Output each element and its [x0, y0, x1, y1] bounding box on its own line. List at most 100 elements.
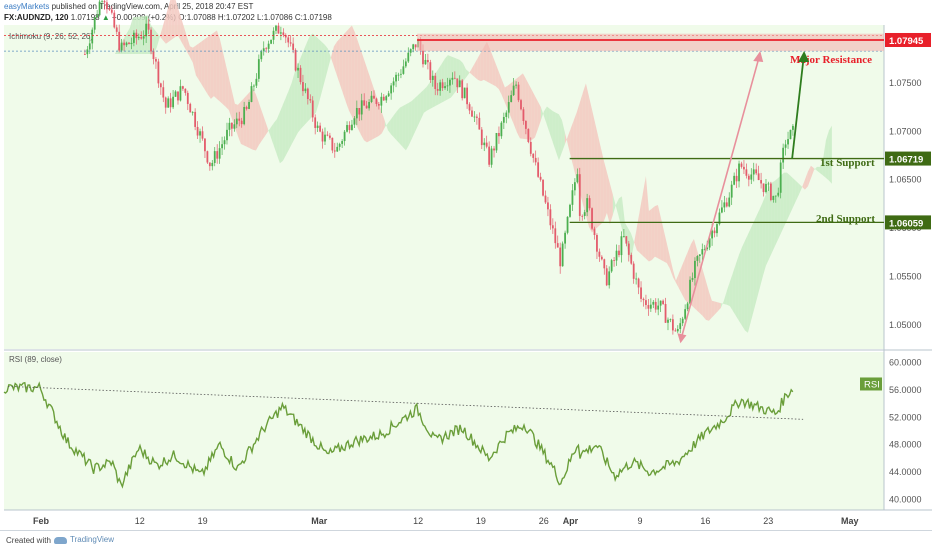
candle-bullish[interactable]	[390, 85, 393, 94]
candle-bullish[interactable]	[211, 162, 214, 167]
candle-bearish[interactable]	[581, 215, 584, 217]
candle-bearish[interactable]	[527, 128, 530, 142]
candle-bearish[interactable]	[471, 110, 473, 117]
candle-bearish[interactable]	[382, 96, 385, 101]
candle-bullish[interactable]	[412, 44, 415, 50]
candle-bullish[interactable]	[782, 147, 785, 163]
candle-bullish[interactable]	[250, 86, 253, 103]
candle-bullish[interactable]	[338, 143, 341, 147]
candle-bearish[interactable]	[422, 50, 424, 65]
candle-bullish[interactable]	[703, 248, 706, 250]
candle-bullish[interactable]	[446, 85, 449, 87]
candle-bullish[interactable]	[262, 48, 265, 52]
candle-bullish[interactable]	[439, 82, 442, 91]
candle-bullish[interactable]	[404, 61, 407, 67]
candle-bearish[interactable]	[662, 300, 664, 304]
candle-bullish[interactable]	[368, 102, 370, 109]
candle-bearish[interactable]	[522, 109, 525, 121]
candle-bullish[interactable]	[792, 125, 794, 130]
candle-bearish[interactable]	[115, 27, 118, 32]
candle-bullish[interactable]	[235, 118, 238, 125]
candle-bullish[interactable]	[730, 184, 733, 198]
candle-bearish[interactable]	[598, 251, 601, 257]
candle-bullish[interactable]	[392, 81, 395, 86]
candle-bearish[interactable]	[436, 89, 439, 91]
candle-bearish[interactable]	[769, 183, 772, 201]
candle-bearish[interactable]	[532, 153, 535, 158]
candle-bullish[interactable]	[774, 195, 777, 197]
candle-bullish[interactable]	[510, 95, 513, 103]
candle-bullish[interactable]	[676, 328, 679, 332]
candle-bearish[interactable]	[128, 42, 130, 45]
candle-bullish[interactable]	[608, 271, 611, 286]
candle-bullish[interactable]	[718, 212, 721, 225]
candle-bearish[interactable]	[277, 25, 280, 34]
tradingview-brand[interactable]: TradingView	[70, 535, 115, 544]
candle-bearish[interactable]	[762, 183, 765, 193]
candle-bearish[interactable]	[630, 254, 633, 264]
candle-bullish[interactable]	[255, 78, 258, 86]
candle-bearish[interactable]	[747, 175, 750, 180]
candle-bearish[interactable]	[524, 120, 527, 129]
candle-bullish[interactable]	[316, 125, 319, 128]
candle-bullish[interactable]	[777, 192, 780, 196]
candle-bearish[interactable]	[468, 104, 471, 111]
candle-bullish[interactable]	[172, 96, 174, 108]
candle-bearish[interactable]	[216, 151, 219, 159]
candle-bearish[interactable]	[309, 99, 312, 101]
candle-bullish[interactable]	[689, 279, 691, 304]
candle-bearish[interactable]	[713, 230, 716, 234]
candle-bullish[interactable]	[679, 323, 682, 329]
candle-bearish[interactable]	[671, 319, 674, 331]
candle-bearish[interactable]	[647, 305, 650, 309]
candle-bearish[interactable]	[152, 51, 155, 60]
candle-bearish[interactable]	[184, 88, 187, 93]
candle-bullish[interactable]	[228, 122, 231, 130]
candle-bullish[interactable]	[351, 124, 353, 130]
candle-bullish[interactable]	[649, 304, 652, 309]
candle-bearish[interactable]	[544, 195, 547, 203]
candle-bearish[interactable]	[757, 173, 760, 181]
candle-bearish[interactable]	[169, 98, 172, 108]
candle-bullish[interactable]	[657, 305, 660, 310]
candle-bullish[interactable]	[505, 112, 508, 117]
candle-bullish[interactable]	[767, 183, 770, 185]
candle-bearish[interactable]	[664, 303, 667, 323]
candle-bullish[interactable]	[483, 142, 486, 146]
candle-bearish[interactable]	[740, 163, 743, 167]
candle-bullish[interactable]	[787, 139, 789, 145]
candle-bearish[interactable]	[377, 104, 380, 106]
candle-bullish[interactable]	[385, 96, 388, 101]
candle-bullish[interactable]	[275, 25, 277, 31]
candle-bullish[interactable]	[569, 204, 571, 217]
candle-bullish[interactable]	[684, 309, 687, 319]
candle-bullish[interactable]	[125, 42, 128, 46]
candle-bullish[interactable]	[706, 247, 709, 249]
candle-bearish[interactable]	[578, 174, 581, 216]
chart-svg[interactable]: Ichimoku (9, 26, 52, 26) RSI (89, close) M…	[0, 0, 932, 530]
candle-bearish[interactable]	[294, 49, 297, 71]
candle-bearish[interactable]	[206, 151, 209, 163]
candle-bullish[interactable]	[233, 124, 236, 129]
candle-bullish[interactable]	[101, 0, 103, 2]
candle-bullish[interactable]	[622, 236, 625, 238]
candle-bullish[interactable]	[387, 93, 390, 97]
candle-bearish[interactable]	[282, 32, 285, 36]
candle-bullish[interactable]	[451, 77, 454, 80]
candle-bearish[interactable]	[603, 259, 606, 269]
candle-bearish[interactable]	[554, 228, 557, 244]
candle-bullish[interactable]	[681, 318, 684, 324]
candle-bullish[interactable]	[355, 107, 358, 119]
candle-bearish[interactable]	[358, 107, 361, 115]
candle-bearish[interactable]	[461, 80, 464, 99]
candle-bearish[interactable]	[556, 243, 559, 248]
rsi-line[interactable]	[3, 381, 794, 489]
candle-bearish[interactable]	[674, 330, 677, 332]
candle-bearish[interactable]	[559, 247, 562, 267]
candle-bearish[interactable]	[441, 82, 444, 89]
candle-bullish[interactable]	[566, 216, 569, 233]
candle-bearish[interactable]	[299, 67, 302, 83]
candle-bearish[interactable]	[588, 198, 591, 209]
candle-bearish[interactable]	[287, 37, 290, 43]
candle-bullish[interactable]	[738, 163, 740, 182]
